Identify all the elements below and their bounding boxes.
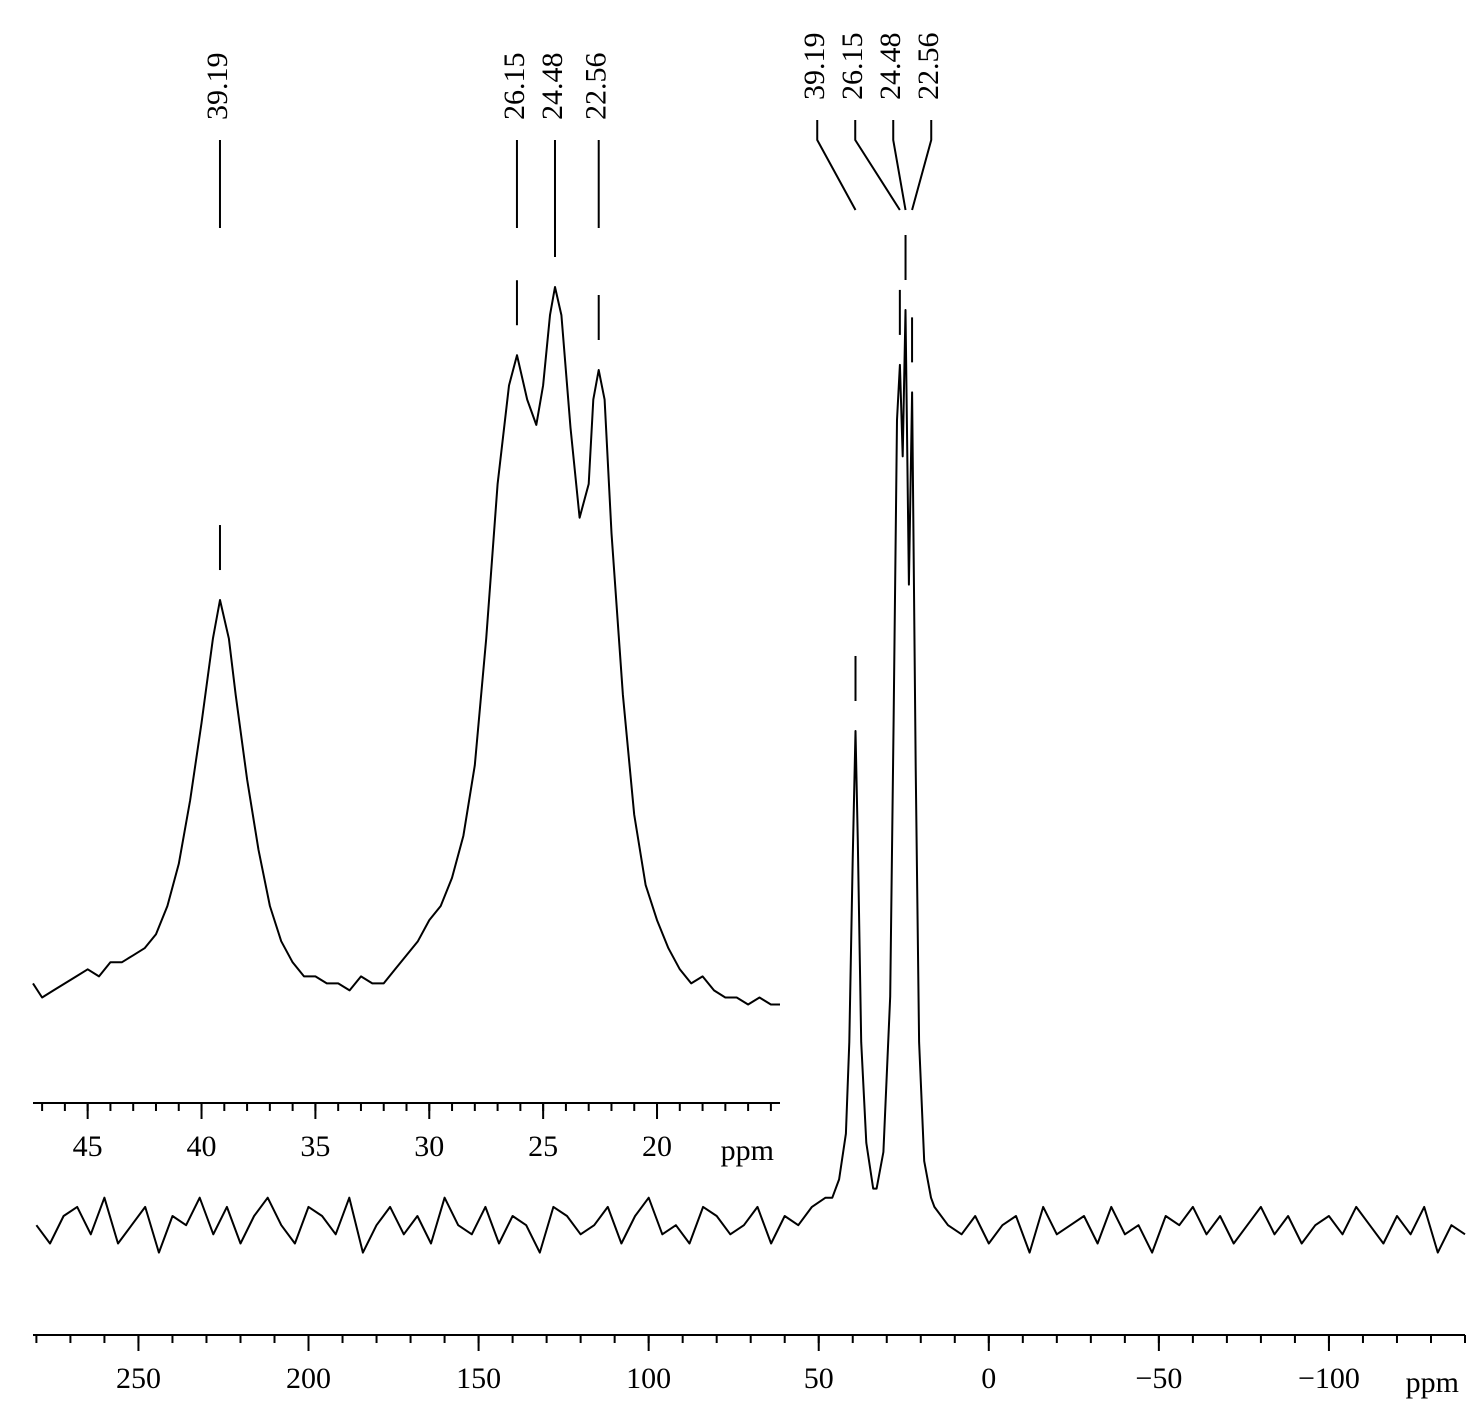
x-tick-label: 40 <box>187 1130 217 1163</box>
spectrum-line <box>35 309 1466 1254</box>
peak-label: 26.15 <box>836 33 869 101</box>
x-tick-label: 35 <box>300 1130 330 1163</box>
peak-label: 22.56 <box>580 53 613 121</box>
x-tick-label: 150 <box>456 1362 501 1395</box>
peak-leader <box>911 120 933 211</box>
peak-label: 39.19 <box>201 53 234 120</box>
x-axis-label: ppm <box>721 1134 774 1167</box>
x-tick-label: −50 <box>1135 1362 1182 1395</box>
peak-leader <box>854 120 901 211</box>
x-tick-label: 45 <box>73 1130 103 1163</box>
peak-label: 24.48 <box>874 33 907 101</box>
x-tick-label: −100 <box>1298 1362 1360 1395</box>
x-tick-label: 20 <box>642 1130 672 1163</box>
peak-leader <box>816 120 857 211</box>
x-tick-label: 200 <box>286 1362 331 1395</box>
x-tick-label: 30 <box>414 1130 444 1163</box>
spectrum-line <box>32 286 780 1006</box>
x-tick-label: 250 <box>116 1362 161 1395</box>
peak-label: 39.19 <box>798 33 831 101</box>
x-tick-label: 25 <box>528 1130 558 1163</box>
peak-label: 22.56 <box>912 33 945 101</box>
peak-label: 26.15 <box>498 53 531 121</box>
x-tick-label: 50 <box>804 1362 834 1395</box>
x-tick-label: 100 <box>626 1362 671 1395</box>
peak-label: 24.48 <box>536 53 569 121</box>
peak-leader <box>892 120 907 211</box>
x-tick-label: 0 <box>981 1362 996 1395</box>
x-axis-label: ppm <box>1406 1366 1459 1399</box>
